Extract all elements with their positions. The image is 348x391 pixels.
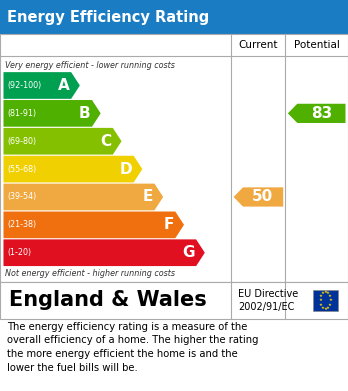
Text: ★: ★ [326, 291, 330, 296]
Text: ★: ★ [321, 305, 325, 310]
Text: (81-91): (81-91) [8, 109, 37, 118]
Text: ★: ★ [323, 290, 327, 294]
Text: C: C [100, 134, 111, 149]
Text: Potential: Potential [294, 40, 340, 50]
Text: (55-68): (55-68) [8, 165, 37, 174]
Text: The energy efficiency rating is a measure of the
overall efficiency of a home. T: The energy efficiency rating is a measur… [7, 322, 259, 373]
Polygon shape [288, 104, 346, 123]
Polygon shape [3, 128, 121, 154]
Text: England & Wales: England & Wales [9, 291, 206, 310]
Bar [313, 290, 338, 311]
Bar [0, 0, 348, 34]
Polygon shape [234, 187, 283, 206]
Text: ★: ★ [329, 298, 332, 303]
Text: (1-20): (1-20) [8, 248, 32, 257]
Polygon shape [3, 184, 163, 210]
Text: 83: 83 [311, 106, 332, 121]
Text: ★: ★ [318, 298, 322, 303]
Text: ★: ★ [319, 294, 323, 298]
Polygon shape [3, 156, 142, 183]
Text: (39-54): (39-54) [8, 192, 37, 201]
Polygon shape [3, 239, 205, 266]
Text: ★: ★ [321, 291, 325, 296]
Text: ★: ★ [328, 303, 332, 307]
Text: Energy Efficiency Rating: Energy Efficiency Rating [7, 10, 209, 25]
Bar [0, 34, 348, 282]
Text: ★: ★ [319, 303, 323, 307]
Text: (92-100): (92-100) [8, 81, 42, 90]
Polygon shape [3, 100, 101, 127]
Text: Current: Current [239, 40, 278, 50]
Text: B: B [79, 106, 90, 121]
Text: F: F [163, 217, 174, 232]
Text: (21-38): (21-38) [8, 221, 37, 230]
Text: G: G [182, 245, 195, 260]
Text: A: A [58, 78, 69, 93]
Text: (69-80): (69-80) [8, 137, 37, 146]
Text: Not energy efficient - higher running costs: Not energy efficient - higher running co… [5, 269, 175, 278]
Text: Very energy efficient - lower running costs: Very energy efficient - lower running co… [5, 61, 175, 70]
Text: 50: 50 [252, 190, 273, 204]
Text: D: D [119, 161, 132, 177]
Bar [0, 282, 348, 319]
Text: EU Directive
2002/91/EC: EU Directive 2002/91/EC [238, 289, 299, 312]
Text: ★: ★ [323, 307, 327, 311]
Polygon shape [3, 212, 184, 238]
Text: E: E [142, 190, 153, 204]
Text: ★: ★ [328, 294, 332, 298]
Polygon shape [3, 72, 80, 99]
Text: ★: ★ [326, 305, 330, 310]
